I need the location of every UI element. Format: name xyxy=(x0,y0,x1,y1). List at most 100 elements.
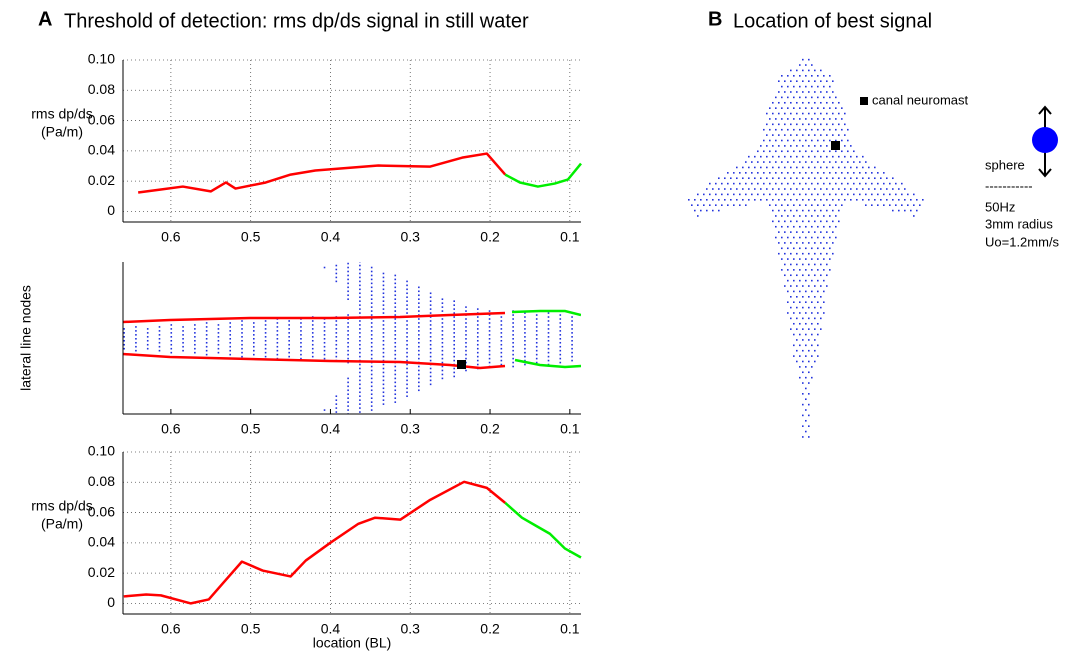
mesh-node xyxy=(476,347,479,350)
mesh-node xyxy=(370,409,373,411)
mesh-node xyxy=(241,343,243,346)
mesh-node xyxy=(406,336,408,338)
y-tick-label: 0.02 xyxy=(88,172,115,188)
mesh-node xyxy=(784,123,786,126)
y-tick-label: 0.10 xyxy=(88,443,115,459)
mesh-node xyxy=(618,336,620,338)
mesh-node xyxy=(817,85,819,88)
mesh-node xyxy=(766,134,768,136)
mesh-node xyxy=(406,363,408,366)
mesh-node xyxy=(170,347,173,350)
mesh-node xyxy=(817,279,819,282)
mesh-node xyxy=(465,306,467,308)
mesh-node xyxy=(871,193,873,196)
mesh-node xyxy=(559,322,562,324)
mesh-node xyxy=(739,182,741,185)
mesh-node xyxy=(488,314,491,316)
mesh-node xyxy=(535,314,538,316)
x-tick-label: 0.4 xyxy=(321,229,341,245)
mesh-node xyxy=(790,134,792,136)
mesh-node xyxy=(802,166,804,169)
mesh-node xyxy=(217,351,220,354)
mesh-node xyxy=(429,351,432,354)
mesh-node xyxy=(814,101,816,104)
mesh-node xyxy=(808,231,810,233)
mesh-node xyxy=(835,107,837,109)
mesh-node xyxy=(805,182,807,185)
mesh-node xyxy=(724,177,726,180)
mesh-node xyxy=(370,373,373,376)
mesh-node xyxy=(847,161,849,163)
mesh-node xyxy=(781,247,783,250)
mesh-node xyxy=(406,391,408,394)
mesh-node xyxy=(370,278,373,281)
mesh-node xyxy=(335,339,338,342)
mesh-node xyxy=(323,322,326,324)
mesh-node xyxy=(796,252,798,255)
mesh-node xyxy=(512,338,514,340)
mesh-node xyxy=(820,285,822,287)
mesh-node xyxy=(838,134,840,136)
mesh-node xyxy=(547,351,550,354)
mesh-node xyxy=(913,215,915,217)
mesh-node xyxy=(772,134,774,136)
mesh-node xyxy=(465,345,467,348)
mesh-node xyxy=(394,274,397,277)
mesh-node xyxy=(394,286,397,289)
mesh-node xyxy=(382,367,385,370)
mesh-node xyxy=(170,328,173,330)
mesh-node xyxy=(802,69,804,72)
mesh-node xyxy=(805,387,807,390)
mesh-node xyxy=(796,91,798,93)
mesh-node xyxy=(64,334,66,336)
mesh-node xyxy=(441,322,444,324)
mesh-node xyxy=(630,326,632,328)
mesh-node xyxy=(311,336,314,338)
mesh-node xyxy=(382,292,385,295)
panel-title: Location of best signal xyxy=(733,10,932,32)
mesh-node xyxy=(488,338,491,340)
mesh-node xyxy=(595,356,597,358)
mesh-node xyxy=(817,247,819,250)
mesh-node xyxy=(500,332,503,334)
mesh-node xyxy=(394,389,397,392)
mesh-node xyxy=(829,139,831,142)
mesh-node xyxy=(241,324,243,326)
mesh-node xyxy=(799,355,801,357)
mesh-node xyxy=(808,220,810,223)
mesh-node xyxy=(832,220,834,223)
stimulus-line: 3mm radius xyxy=(985,216,1053,231)
mesh-node xyxy=(406,292,408,295)
mesh-node xyxy=(359,280,361,283)
mesh-node xyxy=(790,123,792,126)
mesh-node xyxy=(630,330,632,332)
mesh-node xyxy=(394,334,397,336)
mesh-node xyxy=(856,188,858,190)
mesh-node xyxy=(823,247,825,250)
mesh-node xyxy=(721,182,723,185)
mesh-node xyxy=(793,85,795,88)
mesh-node xyxy=(276,338,279,340)
mesh-node xyxy=(694,198,696,201)
mesh-node xyxy=(559,341,562,344)
mesh-node xyxy=(811,182,813,185)
mesh-node xyxy=(784,274,786,277)
mesh-node xyxy=(194,339,196,342)
mesh-node xyxy=(859,182,861,185)
mesh-node xyxy=(418,322,420,324)
mesh-node xyxy=(802,145,804,147)
mesh-node xyxy=(205,334,208,336)
mesh-node xyxy=(406,312,408,314)
x-tick-label: 0.6 xyxy=(161,421,181,437)
mesh-node xyxy=(817,301,819,303)
mesh-node xyxy=(847,193,849,196)
mesh-node xyxy=(796,145,798,147)
mesh-node xyxy=(814,360,816,363)
mesh-node xyxy=(778,112,780,115)
mesh-node xyxy=(757,182,759,185)
mesh-node xyxy=(418,369,420,372)
mesh-node xyxy=(772,123,774,126)
mesh-node xyxy=(370,393,373,396)
mesh-node xyxy=(88,338,90,340)
